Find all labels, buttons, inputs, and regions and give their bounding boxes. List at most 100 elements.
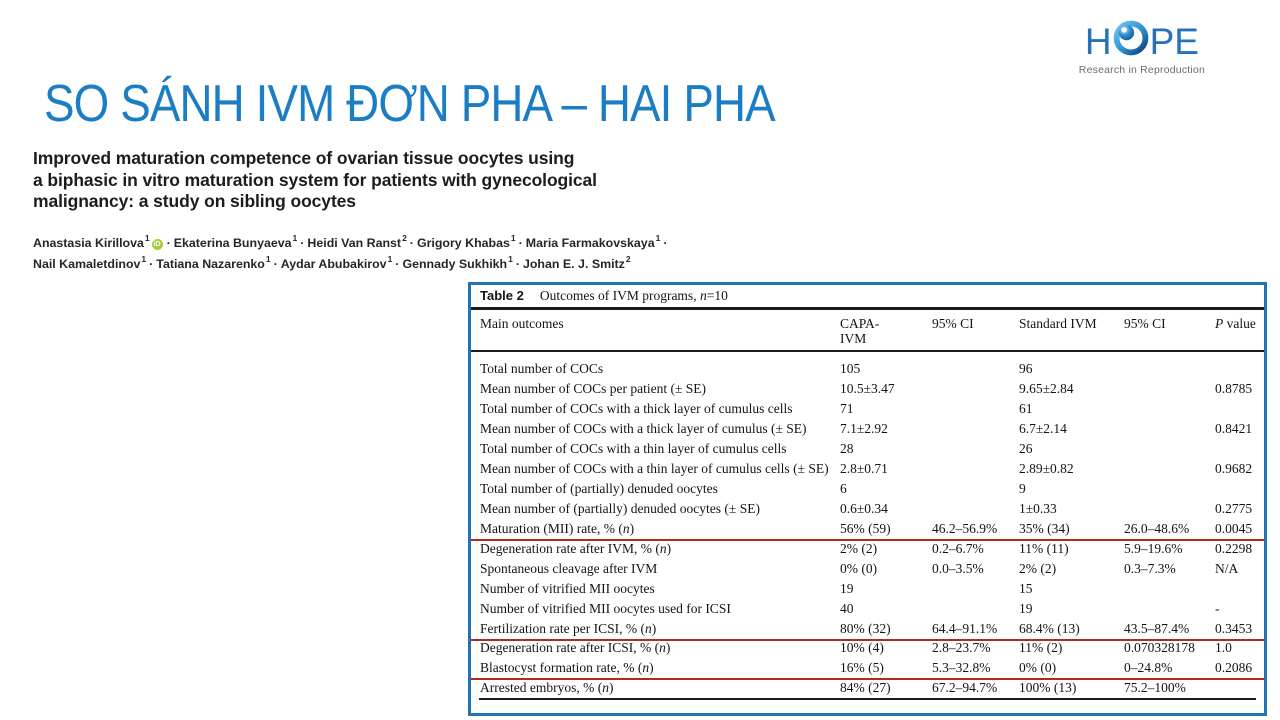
outcome-value: 0.8785 <box>1215 381 1253 396</box>
outcome-value <box>1124 599 1215 619</box>
author: Gennady Sukhikh1 <box>402 254 513 272</box>
outcome-label: Degeneration rate after IVM, % (n) <box>480 540 672 556</box>
logo-tagline: Research in Reproduction <box>1078 64 1205 76</box>
outcome-value: 9 <box>1019 481 1026 496</box>
table-caption-label: Table 2 <box>480 288 524 303</box>
column-header: 95% CI <box>1124 316 1166 331</box>
outcome-value: 80% (32) <box>840 620 891 636</box>
outcome-label: Maturation (MII) rate, % (n) <box>480 521 635 536</box>
outcome-value <box>932 479 1019 499</box>
table-row: Maturation (MII) rate, % (n) 56% (59) 46.2… <box>471 519 1264 541</box>
table-row: Total number of COCs 105 96 <box>471 359 1264 379</box>
outcome-value: 11% (2) <box>1019 640 1063 655</box>
outcomes-table: Table 2 Outcomes of IVM programs, n=10 Ma… <box>468 282 1267 716</box>
outcome-label: Fertilization rate per ICSI, % (n) <box>480 620 657 636</box>
outcome-value <box>932 599 1019 619</box>
author: Maria Farmakovskaya1 <box>525 233 661 251</box>
hope-logo-wordmark: H <box>1079 20 1205 64</box>
outcome-value <box>1124 399 1215 419</box>
author: Anastasia Kirillova1iD <box>33 233 163 251</box>
outcome-value: 11% (11) <box>1019 540 1069 556</box>
hope-logo: H <box>1079 20 1205 76</box>
outcome-value: 68.4% (13) <box>1019 620 1080 636</box>
outcome-label: Number of vitrified MII oocytes used for… <box>480 600 731 616</box>
author: Heidi Van Ranst2 <box>307 233 407 251</box>
table-row: Mean number of COCs per patient (± SE) 10… <box>471 379 1264 399</box>
outcome-value <box>1215 359 1258 379</box>
outcome-label: Total number of COCs with a thick layer … <box>480 401 793 416</box>
table-row: Number of vitrified MII oocytes 19 15 <box>471 579 1264 599</box>
outcome-value: 0.2086 <box>1215 660 1253 675</box>
outcome-value <box>932 499 1019 519</box>
table-row: Total number of (partially) denuded oocy… <box>471 479 1264 499</box>
paper-title-line: malignancy: a study on sibling oocytes <box>33 191 356 212</box>
eye-icon <box>1113 20 1149 64</box>
outcome-value: 2.8–23.7% <box>932 640 991 655</box>
outcome-value: 2.89±0.82 <box>1019 461 1074 476</box>
outcome-value: 0.0045 <box>1215 521 1253 536</box>
outcome-value: 7.1±2.92 <box>840 421 888 436</box>
outcome-label: Arrested embryos, % (n) <box>480 679 614 695</box>
outcome-value: 0% (0) <box>840 560 878 576</box>
outcome-value: 56% (59) <box>840 521 891 536</box>
table-row: Spontaneous cleavage after IVM 0% (0) 0.0–… <box>471 559 1264 579</box>
outcome-value: 5.3–32.8% <box>932 660 991 675</box>
page-title: SO SÁNH IVM ĐƠN PHA – HAI PHA <box>44 75 776 133</box>
outcome-value: 19 <box>1019 600 1033 616</box>
outcome-value <box>1124 359 1215 379</box>
table-row: Mean number of COCs with a thin layer of… <box>471 459 1264 479</box>
outcome-value <box>1215 579 1258 599</box>
outcome-value <box>1215 479 1258 499</box>
outcome-value: 0.070328178 <box>1124 640 1195 655</box>
outcome-value: 16% (5) <box>840 660 884 675</box>
outcome-value <box>1124 479 1215 499</box>
table-header-row: Main outcomes CAPA-IVM 95% CI Standard IVM 9… <box>471 310 1264 352</box>
outcome-value: 10.5±3.47 <box>840 381 895 396</box>
outcome-value: 26.0–48.6% <box>1124 521 1190 536</box>
table-bottom-rule <box>479 697 1256 700</box>
paper-title-line: a biphasic in vitro maturation system fo… <box>33 169 597 190</box>
outcome-value: 105 <box>840 361 861 376</box>
paper-title: Improved maturation competence of ovaria… <box>33 148 597 213</box>
outcome-value <box>1124 459 1215 479</box>
outcome-value: 0–24.8% <box>1124 660 1173 675</box>
author-separator: · <box>273 257 278 272</box>
outcome-value <box>1124 579 1215 599</box>
outcome-value: 64.4–91.1% <box>932 620 998 636</box>
author-separator: · <box>395 257 400 272</box>
outcome-value <box>932 379 1019 399</box>
logo-letter-h: H <box>1084 21 1112 62</box>
outcome-value: N/A <box>1215 560 1239 576</box>
table-row: Total number of COCs with a thin layer o… <box>471 439 1264 459</box>
column-header: P value <box>1215 316 1256 331</box>
outcome-value: 71 <box>840 401 854 416</box>
outcome-value: 19 <box>840 580 854 596</box>
logo-letters-pe: PE <box>1149 21 1199 62</box>
outcome-label: Mean number of COCs with a thin layer of… <box>480 461 829 476</box>
outcome-value: 40 <box>840 600 854 616</box>
paper-title-line: Improved maturation competence of ovaria… <box>33 148 575 168</box>
table-row: Arrested embryos, % (n) 84% (27) 67.2–94.7… <box>471 678 1264 698</box>
orcid-icon: iD <box>151 239 163 251</box>
author-separator: · <box>300 236 305 251</box>
author: Grigory Khabas1 <box>416 233 516 251</box>
outcome-value: 2% (2) <box>1019 560 1057 576</box>
outcome-label: Mean number of COCs per patient (± SE) <box>480 381 706 396</box>
outcome-label: Mean number of COCs with a thick layer o… <box>480 421 807 436</box>
outcome-value: 0% (0) <box>1019 660 1057 675</box>
author-list: Anastasia Kirillova1iD · Ekaterina Bunyaev… <box>33 231 670 273</box>
outcome-value: 0.6±0.34 <box>840 501 888 516</box>
outcome-label: Total number of COCs <box>480 361 604 376</box>
author-separator: · <box>409 236 414 251</box>
table-row: Degeneration rate after IVM, % (n) 2% (2)… <box>471 539 1264 559</box>
author-line: Anastasia Kirillova1iD · Ekaterina Bunyaev… <box>33 231 670 252</box>
author: Aydar Abubakirov1 <box>280 254 393 272</box>
outcome-label: Blastocyst formation rate, % (n) <box>480 660 654 675</box>
author-line: Nail Kamaletdinov1 · Tatiana Nazarenko1 · Ay… <box>33 252 670 273</box>
column-header: 95% CI <box>932 316 974 331</box>
outcome-label: Number of vitrified MII oocytes <box>480 580 655 596</box>
author-separator: · <box>515 257 520 272</box>
table-row: Mean number of (partially) denuded oocyt… <box>471 499 1264 519</box>
outcome-value <box>1124 419 1215 439</box>
outcome-value: 9.65±2.84 <box>1019 381 1074 396</box>
